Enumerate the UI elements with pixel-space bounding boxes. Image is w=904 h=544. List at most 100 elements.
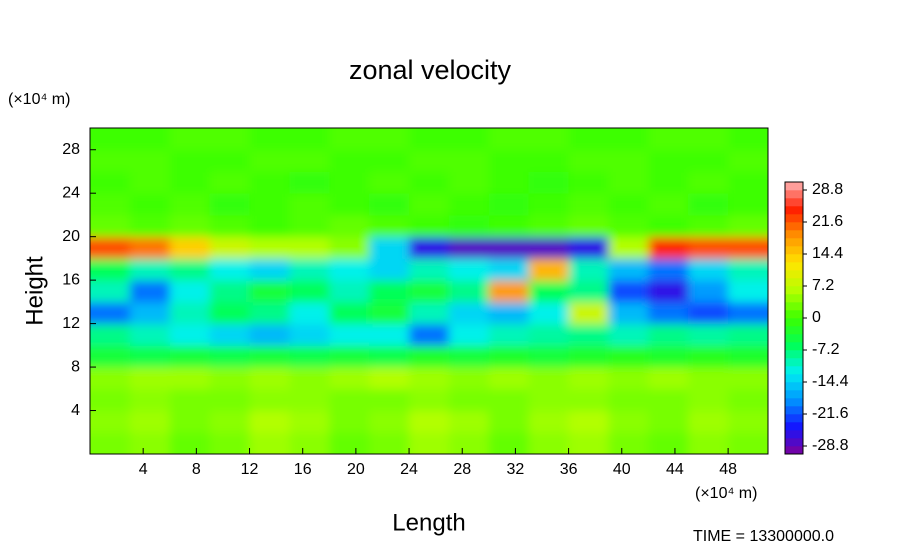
cell: [90, 388, 131, 412]
cell: [648, 171, 689, 194]
cell: [369, 258, 410, 281]
cell: [369, 410, 410, 433]
cell: [528, 432, 570, 454]
cell: [528, 301, 570, 325]
cell: [568, 345, 609, 368]
cell: [648, 323, 689, 346]
cell: [568, 367, 609, 390]
cell: [688, 258, 729, 281]
cell: [289, 410, 330, 433]
cell: [209, 193, 251, 216]
colorbar-band: [785, 262, 803, 271]
cell: [648, 432, 689, 454]
cell: [289, 432, 330, 454]
cell: [369, 323, 410, 346]
cell: [329, 410, 370, 433]
cell: [329, 236, 370, 259]
cell: [528, 149, 570, 172]
cell: [169, 367, 211, 390]
cell: [369, 236, 410, 259]
cell: [129, 367, 171, 390]
cell: [648, 193, 689, 216]
cell: [169, 214, 211, 238]
cell: [648, 301, 689, 325]
cell: [568, 171, 609, 194]
cell: [608, 258, 649, 281]
cell: [648, 214, 689, 238]
cell: [608, 149, 649, 172]
cell: [728, 280, 768, 303]
cell: [129, 323, 171, 346]
colorbar-band: [785, 302, 803, 311]
cell: [129, 345, 171, 368]
cell: [688, 432, 729, 454]
cell: [369, 367, 410, 390]
colorbar-tick-label: -14.4: [812, 373, 849, 390]
cell: [728, 128, 768, 151]
colorbar-band: [785, 446, 803, 455]
cell: [448, 236, 490, 259]
cell: [169, 345, 211, 368]
x-tick-label: 32: [507, 461, 525, 478]
colorbar-band: [785, 326, 803, 335]
cell: [169, 128, 211, 151]
cell: [728, 193, 768, 216]
cell: [129, 301, 171, 325]
cell: [369, 432, 410, 454]
cell: [90, 258, 131, 281]
cell: [369, 171, 410, 194]
cell: [169, 149, 211, 172]
x-tick-label: 40: [613, 461, 631, 478]
cell: [728, 171, 768, 194]
colorbar-band: [785, 358, 803, 367]
cell: [249, 236, 290, 259]
cell: [209, 258, 251, 281]
cell: [169, 258, 211, 281]
cell: [129, 149, 171, 172]
cell: [249, 258, 290, 281]
colorbar-tick-label: 21.6: [812, 213, 843, 230]
cell: [409, 258, 450, 281]
colorbar-tick-label: 0: [812, 309, 821, 326]
cell: [688, 323, 729, 346]
cell: [129, 128, 171, 151]
cell: [209, 410, 251, 433]
cell: [648, 236, 689, 259]
colorbar-band: [785, 398, 803, 407]
cell: [568, 301, 609, 325]
cell: [608, 345, 649, 368]
cell: [129, 432, 171, 454]
cell: [90, 214, 131, 238]
x-tick-label: 24: [400, 461, 418, 478]
cell: [728, 410, 768, 433]
cell: [249, 301, 290, 325]
cell: [329, 214, 370, 238]
cell: [528, 128, 570, 151]
cell: [568, 236, 609, 259]
cell: [568, 323, 609, 346]
plot-frame: [89, 127, 769, 455]
cell: [568, 149, 609, 172]
cell: [688, 193, 729, 216]
cell: [129, 171, 171, 194]
cell: [90, 171, 131, 194]
colorbar-band: [785, 222, 803, 231]
cell: [488, 236, 530, 259]
cell: [409, 301, 450, 325]
x-tick-label: 20: [347, 461, 365, 478]
cell: [648, 367, 689, 390]
cell: [249, 214, 290, 238]
colorbar-band: [785, 414, 803, 423]
x-tick-label: 36: [560, 461, 578, 478]
cell: [209, 301, 251, 325]
cell: [90, 280, 131, 303]
cell: [648, 149, 689, 172]
cell: [488, 280, 530, 303]
cell: [329, 323, 370, 346]
cell: [249, 432, 290, 454]
cell: [329, 193, 370, 216]
cell: [688, 301, 729, 325]
x-tick-label: 48: [719, 461, 737, 478]
colorbar-band: [785, 238, 803, 247]
